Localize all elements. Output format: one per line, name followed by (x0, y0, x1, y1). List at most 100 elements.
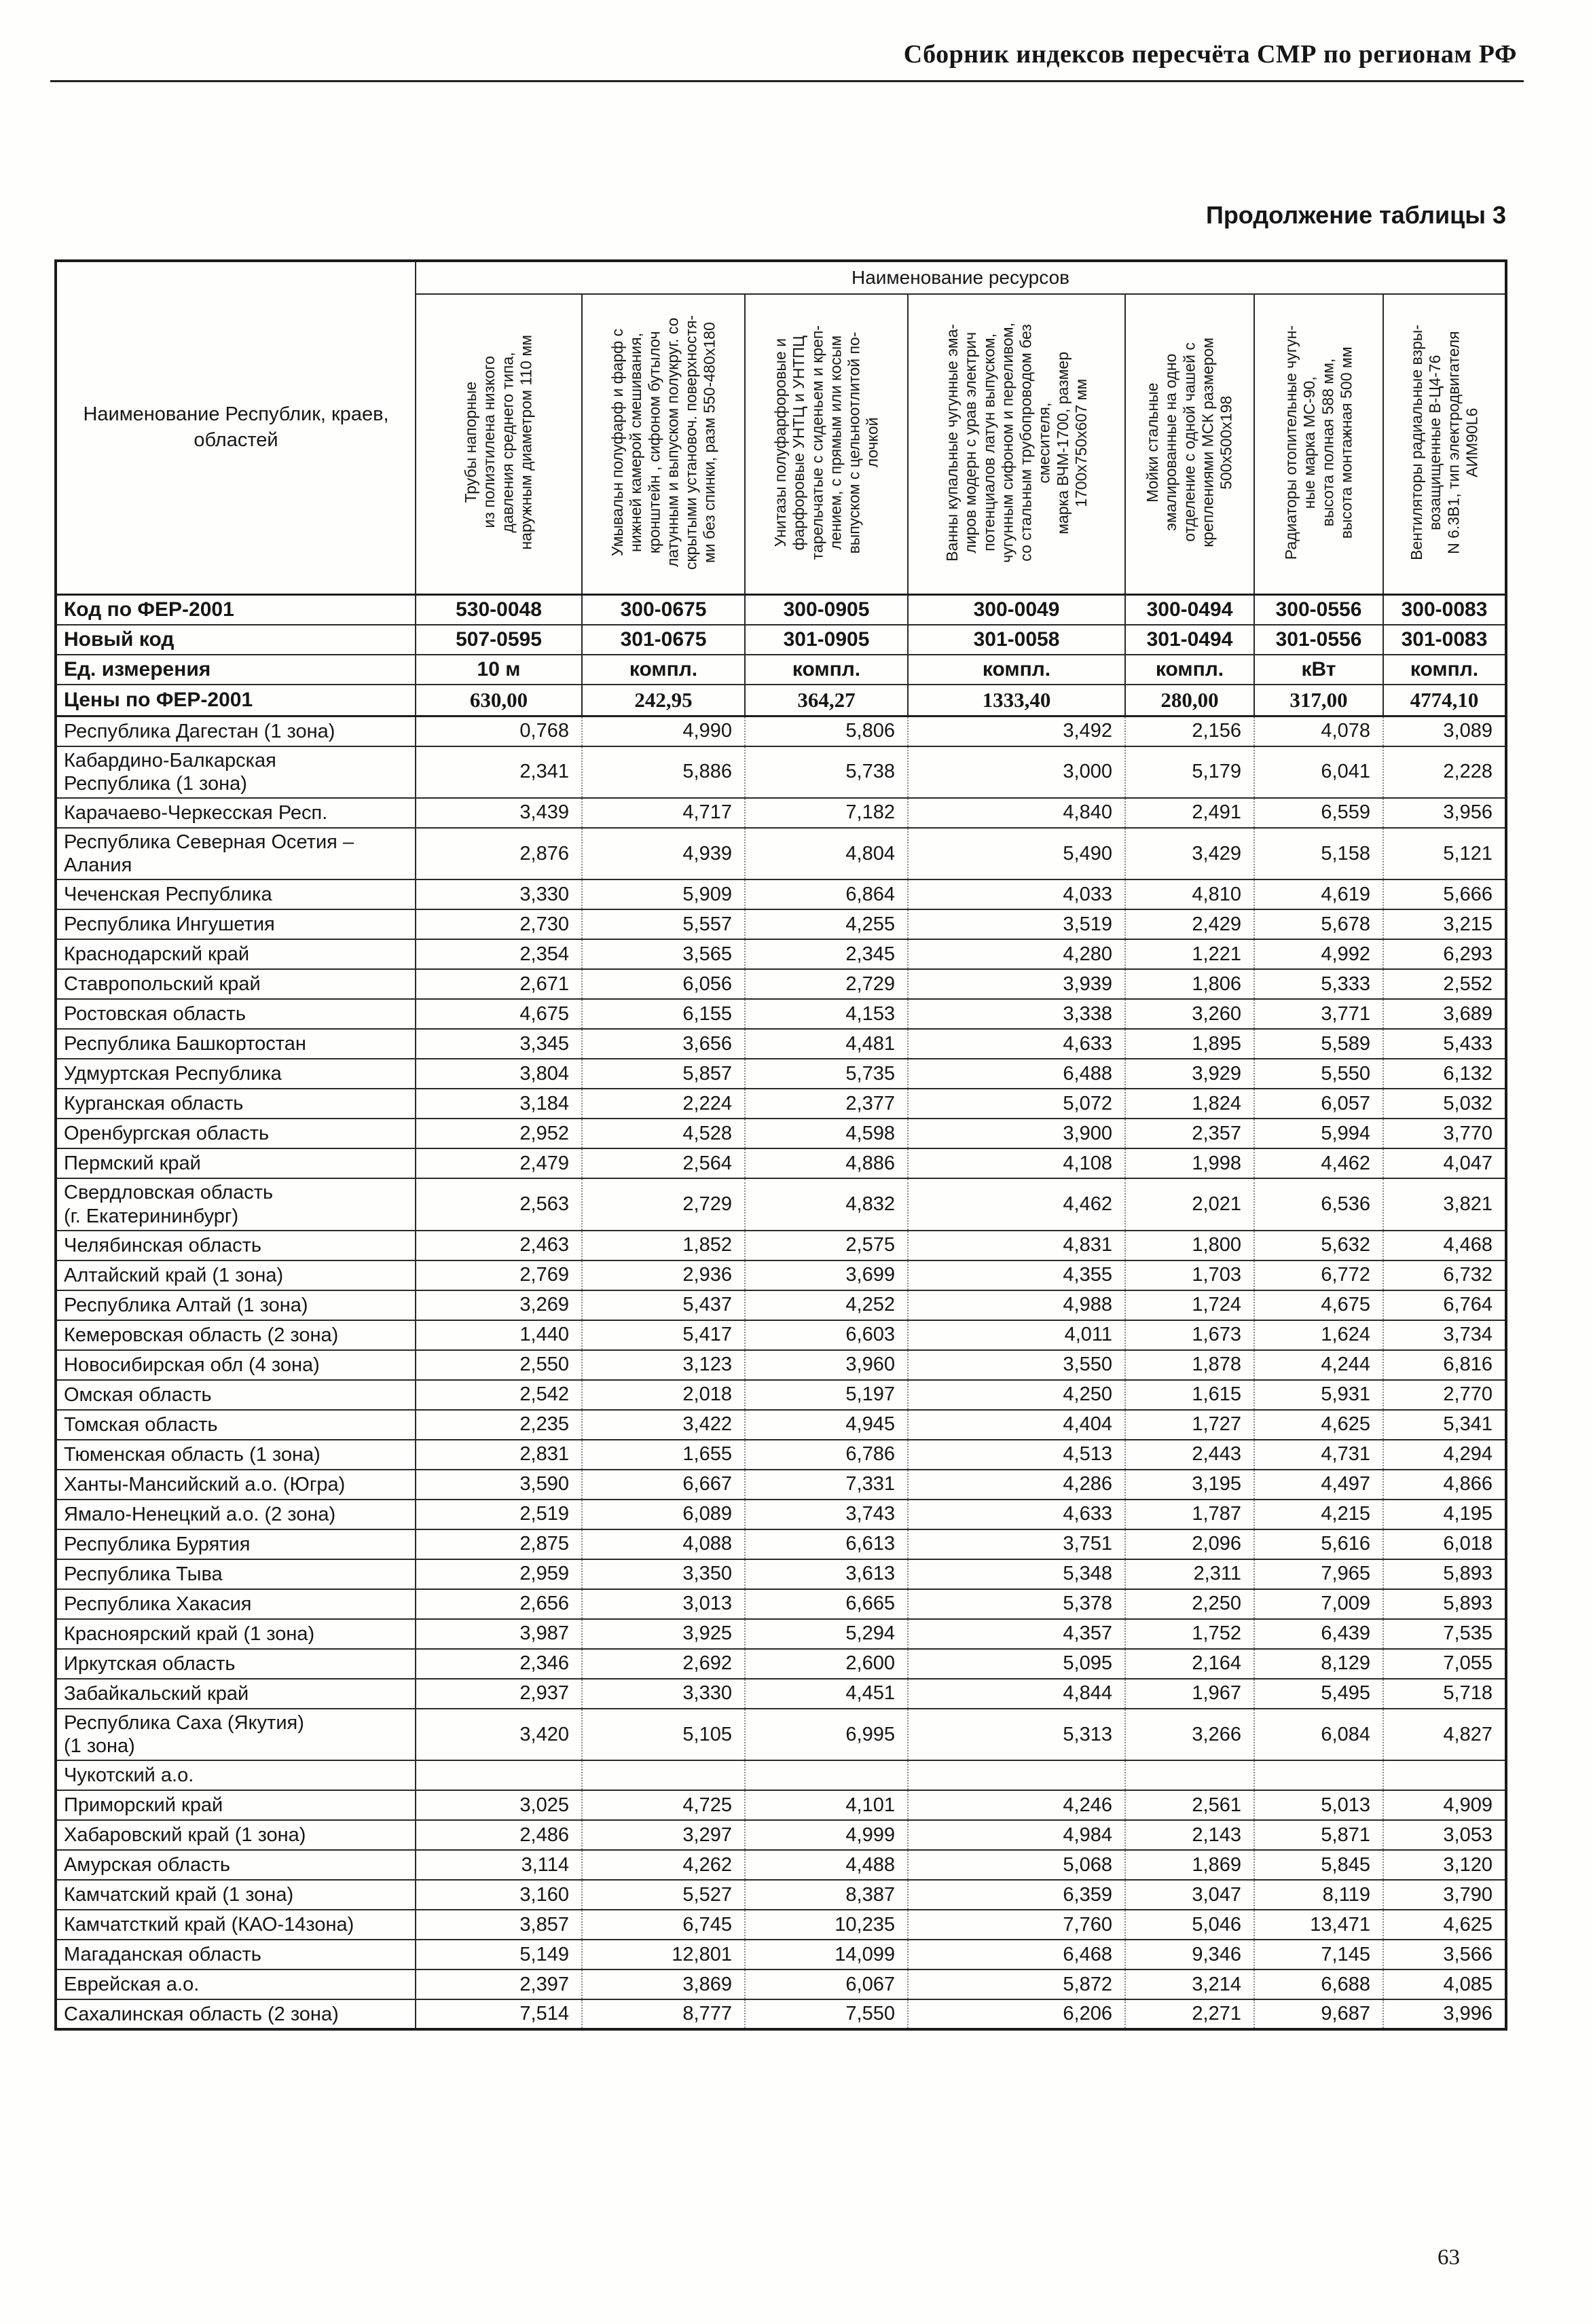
region-rows-body: Республика Дагестан (1 зона) 0,768 4,990 5,… (56, 715, 1506, 2031)
index-value-cell: 3,215 (1383, 909, 1506, 941)
region-row: Хабаровский край (1 зона) 2,486 3,297 4,999… (56, 1819, 1506, 1851)
region-name-cell: Республика Ингушетия (56, 909, 416, 941)
index-value-cell: 3,996 (1383, 1999, 1506, 2031)
index-value-cell: 4,462 (1253, 1148, 1383, 1180)
index-value-cell: 3,338 (907, 998, 1125, 1030)
index-value-cell: 2,769 (415, 1259, 582, 1291)
meta-row-value: 300-0675 (581, 594, 745, 625)
region-row: Камчатский край (1 зона) 3,160 5,527 8,387 6… (56, 1879, 1506, 1911)
index-value-cell: 7,550 (744, 1999, 908, 2031)
index-value-cell: 3,656 (581, 1028, 745, 1060)
index-value-cell: 5,735 (744, 1058, 908, 1090)
index-value-cell: 4,462 (907, 1178, 1125, 1231)
region-name-cell: Томская область (56, 1409, 416, 1440)
index-value-cell: 4,717 (581, 797, 745, 829)
index-value-cell: 3,566 (1383, 1939, 1506, 1971)
index-value-cell: 5,845 (1253, 1849, 1383, 1881)
region-name-cell: Чеченская Республика (56, 879, 416, 911)
index-value-cell: 2,357 (1124, 1118, 1254, 1150)
index-value-cell: 1,655 (581, 1438, 745, 1470)
region-name-cell: Свердловская область (г. Екатерининбург) (56, 1178, 416, 1231)
index-value-cell: 3,266 (1124, 1707, 1254, 1762)
index-value-cell: 5,909 (581, 879, 745, 911)
index-value-cell: 2,228 (1383, 745, 1506, 799)
index-value-cell: 3,422 (581, 1409, 745, 1440)
index-value-cell: 5,527 (581, 1879, 745, 1911)
meta-row-value: 242,95 (581, 684, 745, 717)
index-value-cell: 4,731 (1253, 1438, 1383, 1470)
region-name-cell: Ямало-Ненецкий а.о. (2 зона) (56, 1498, 416, 1530)
index-value-cell: 3,269 (415, 1289, 582, 1321)
index-value-cell: 3,345 (415, 1028, 582, 1060)
index-value-cell: 4,840 (907, 797, 1125, 829)
index-value-cell: 4,625 (1383, 1909, 1506, 1941)
index-value-cell: 4,909 (1383, 1790, 1506, 1821)
meta-row-value: 4774,10 (1383, 684, 1506, 717)
region-name-cell: Чукотский а.о. (56, 1760, 416, 1792)
index-value-cell: 1,624 (1253, 1319, 1383, 1351)
index-value-cell: 3,590 (415, 1468, 582, 1500)
resource-column-header-1: Трубы напорные из полиэтилена низкого да… (415, 293, 583, 596)
table-caption: Продолжение таблицы 3 (1205, 201, 1506, 229)
region-row: Алтайский край (1 зона) 2,769 2,936 3,699 4,… (56, 1259, 1506, 1291)
index-value-cell: 3,939 (907, 968, 1125, 1000)
index-value-cell: 4,047 (1383, 1148, 1506, 1180)
region-name-cell: Кабардино-Балкарская Республика (1 зона) (56, 745, 416, 799)
index-value-cell: 3,000 (907, 745, 1125, 799)
region-name-cell: Ханты-Мансийский а.о. (Югра) (56, 1468, 416, 1500)
index-value-cell: 4,088 (581, 1528, 745, 1560)
index-value-cell: 1,878 (1124, 1349, 1254, 1381)
index-value-cell (1253, 1760, 1383, 1792)
index-value-cell: 2,876 (415, 827, 582, 881)
index-value-cell: 1,752 (1124, 1618, 1254, 1650)
index-value-cell: 6,488 (907, 1058, 1125, 1090)
index-value-cell: 5,197 (744, 1379, 908, 1411)
index-value-cell: 3,770 (1383, 1118, 1506, 1150)
index-value-cell: 5,095 (907, 1648, 1125, 1680)
index-value-cell: 3,689 (1383, 998, 1506, 1030)
meta-row-label: Ед. измерения (56, 654, 416, 685)
index-value-cell: 3,350 (581, 1558, 745, 1590)
index-value-cell: 5,013 (1253, 1790, 1383, 1821)
region-name-cell: Тюменская область (1 зона) (56, 1438, 416, 1470)
index-value-cell: 4,244 (1253, 1349, 1383, 1381)
meta-row-label: Цены по ФЕР-2001 (56, 684, 416, 717)
index-value-cell: 2,096 (1124, 1528, 1254, 1560)
index-value-cell: 4,497 (1253, 1468, 1383, 1500)
index-value-cell: 4,810 (1124, 879, 1254, 911)
meta-row-value: 300-0083 (1383, 594, 1506, 625)
index-value-cell: 6,359 (907, 1879, 1125, 1911)
region-row: Ханты-Мансийский а.о. (Югра) 3,590 6,667 7,… (56, 1468, 1506, 1500)
region-name-cell: Амурская область (56, 1849, 416, 1881)
region-name-cell: Республика Хакасия (56, 1588, 416, 1620)
index-value-cell: 3,053 (1383, 1819, 1506, 1851)
index-value-cell: 1,724 (1124, 1289, 1254, 1321)
index-value-cell: 5,886 (581, 745, 745, 799)
index-value-cell: 1,998 (1124, 1148, 1254, 1180)
index-value-cell: 2,952 (415, 1118, 582, 1150)
index-value-cell: 6,536 (1253, 1178, 1383, 1231)
region-name-cell: Камчатсткий край (КАО-14зона) (56, 1909, 416, 1941)
index-value-cell: 3,699 (744, 1259, 908, 1291)
meta-row-value: 301-0675 (581, 624, 745, 655)
index-value-cell: 6,057 (1253, 1088, 1383, 1120)
region-name-cell: Камчатский край (1 зона) (56, 1879, 416, 1911)
index-value-cell: 4,078 (1253, 715, 1383, 747)
index-value-cell: 6,206 (907, 1999, 1125, 2031)
index-value-cell: 8,119 (1253, 1879, 1383, 1911)
index-value-cell: 6,667 (581, 1468, 745, 1500)
meta-row-value: 280,00 (1124, 684, 1254, 717)
index-value-cell: 4,675 (415, 998, 582, 1030)
index-value-cell (581, 1760, 745, 1792)
index-value-cell: 7,514 (415, 1999, 582, 2031)
region-name-cell: Кемеровская область (2 зона) (56, 1319, 416, 1351)
index-value-cell: 2,671 (415, 968, 582, 1000)
index-value-cell: 4,619 (1253, 879, 1383, 911)
index-value-cell: 1,703 (1124, 1259, 1254, 1291)
index-value-cell: 4,250 (907, 1379, 1125, 1411)
region-row: Республика Алтай (1 зона) 3,269 5,437 4,252… (56, 1289, 1506, 1321)
region-row: Республика Бурятия 2,875 4,088 6,613 3,751 2,… (56, 1528, 1506, 1560)
index-value-cell: 4,262 (581, 1849, 745, 1881)
region-row: Новосибирская обл (4 зона) 2,550 3,123 3,96… (56, 1349, 1506, 1381)
index-value-cell: 6,067 (744, 1969, 908, 2001)
